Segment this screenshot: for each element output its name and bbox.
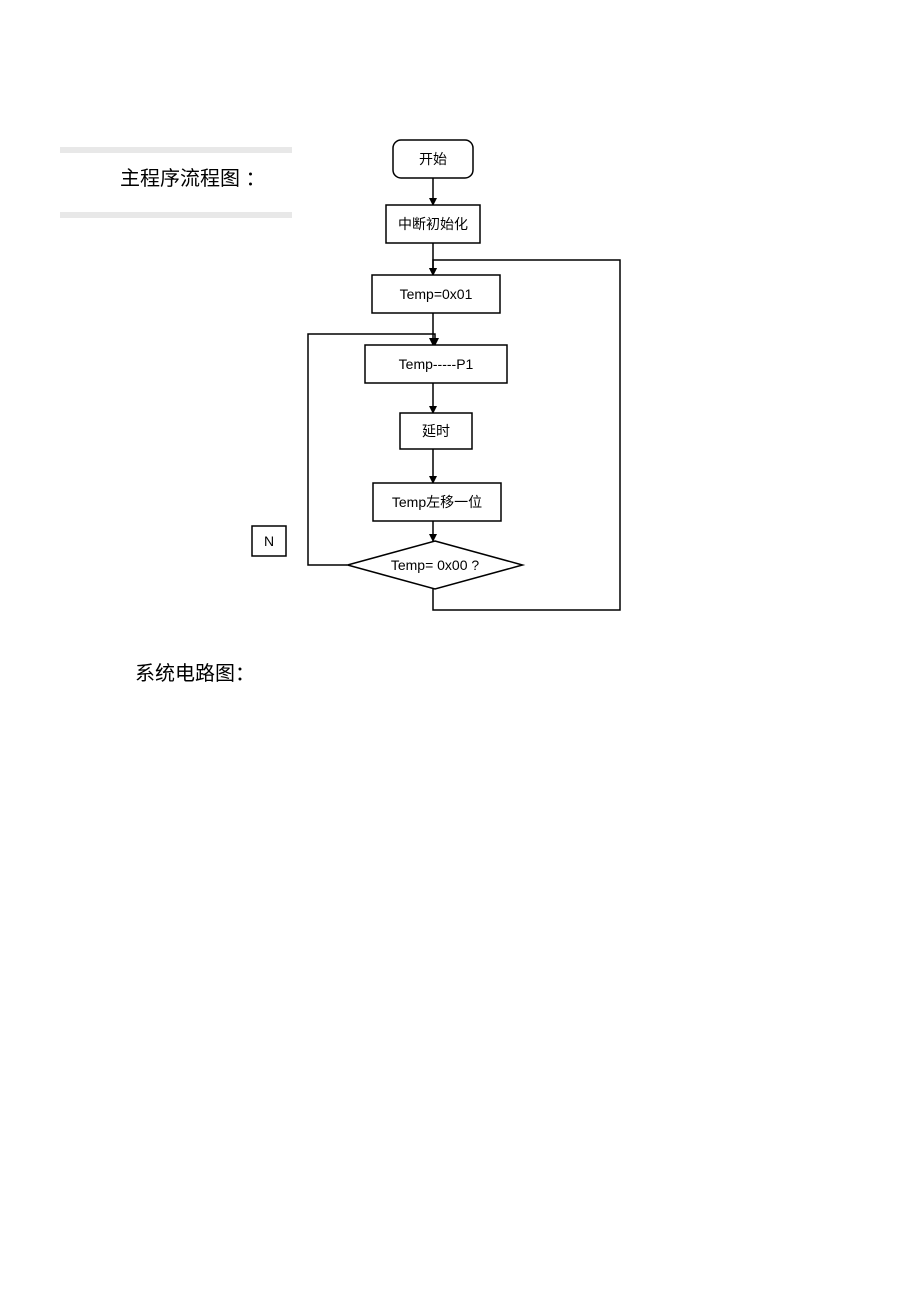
node-temp01: Temp=0x01 (372, 275, 500, 313)
node-tempP1: Temp-----P1 (365, 345, 507, 383)
node-label-delay: 延时 (422, 423, 450, 439)
node-shift: Temp左移一位 (373, 483, 501, 521)
node-nlabel: N (252, 526, 286, 556)
node-label-temp01: Temp=0x01 (400, 286, 473, 302)
node-init: 中断初始化 (386, 205, 480, 243)
node-label-nlabel: N (264, 533, 274, 549)
node-label-start: 开始 (419, 151, 447, 167)
node-start: 开始 (393, 140, 473, 178)
node-label-shift: Temp左移一位 (392, 494, 482, 510)
node-delay: 延时 (400, 413, 472, 449)
flowchart-title: 主程序流程图 ： (120, 167, 266, 190)
node-label-tempP1: Temp-----P1 (399, 356, 474, 372)
node-label-decision: Temp= 0x00 ? (391, 557, 480, 573)
node-label-init: 中断初始化 (398, 216, 468, 232)
flowchart-canvas: 开始中断初始化 Temp=0x01 Temp-----P1 延时 Temp左移一位 Tem… (0, 0, 920, 1303)
node-decision: Temp= 0x00 ? (348, 541, 523, 589)
circuit-title: 系统电路图： (135, 662, 255, 685)
